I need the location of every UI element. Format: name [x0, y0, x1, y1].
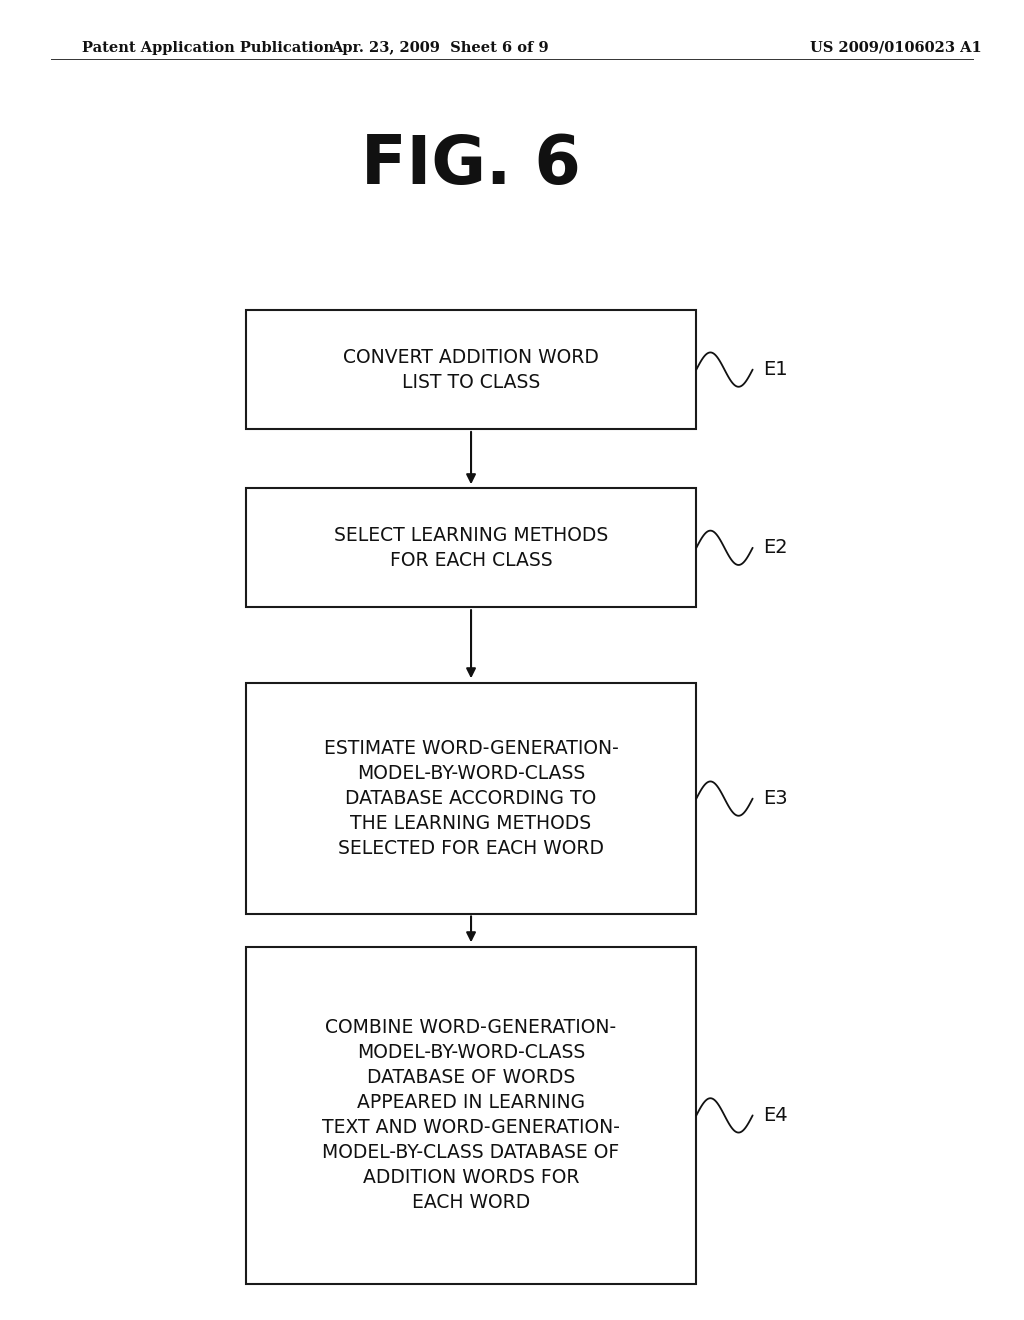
FancyBboxPatch shape: [246, 488, 696, 607]
FancyBboxPatch shape: [246, 684, 696, 913]
Text: E1: E1: [763, 360, 787, 379]
Text: E2: E2: [763, 539, 787, 557]
Text: SELECT LEARNING METHODS
FOR EACH CLASS: SELECT LEARNING METHODS FOR EACH CLASS: [334, 525, 608, 570]
Text: COMBINE WORD-GENERATION-
MODEL-BY-WORD-CLASS
DATABASE OF WORDS
APPEARED IN LEARN: COMBINE WORD-GENERATION- MODEL-BY-WORD-C…: [323, 1019, 620, 1212]
Text: CONVERT ADDITION WORD
LIST TO CLASS: CONVERT ADDITION WORD LIST TO CLASS: [343, 347, 599, 392]
Text: Apr. 23, 2009  Sheet 6 of 9: Apr. 23, 2009 Sheet 6 of 9: [332, 41, 549, 54]
Text: E4: E4: [763, 1106, 787, 1125]
Text: US 2009/0106023 A1: US 2009/0106023 A1: [810, 41, 982, 54]
FancyBboxPatch shape: [246, 948, 696, 1283]
Text: Patent Application Publication: Patent Application Publication: [82, 41, 334, 54]
FancyBboxPatch shape: [246, 310, 696, 429]
Text: FIG. 6: FIG. 6: [361, 132, 581, 198]
Text: E3: E3: [763, 789, 787, 808]
Text: ESTIMATE WORD-GENERATION-
MODEL-BY-WORD-CLASS
DATABASE ACCORDING TO
THE LEARNING: ESTIMATE WORD-GENERATION- MODEL-BY-WORD-…: [324, 739, 618, 858]
